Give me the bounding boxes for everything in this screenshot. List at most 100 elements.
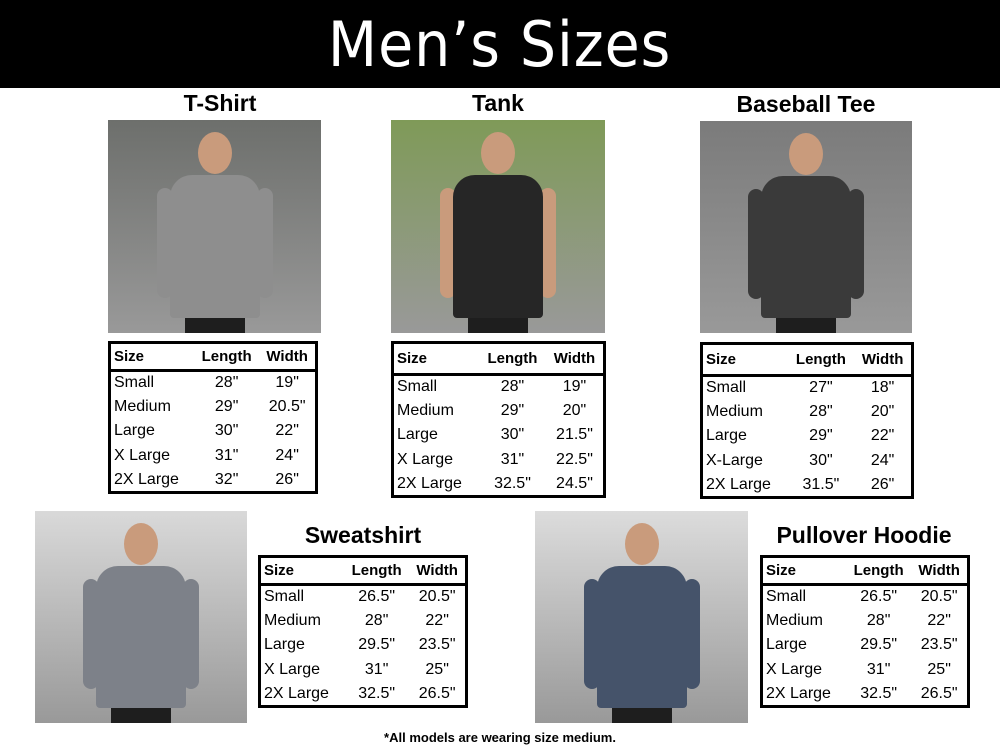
column-header: Size — [701, 343, 788, 377]
pullover-hoodie-model-photo — [535, 511, 748, 723]
table-row: 2X Large 32.5" 26.5" — [762, 682, 969, 707]
pullover-hoodie-title: Pullover Hoodie — [776, 522, 952, 548]
t-shirt-title: T-Shirt — [183, 90, 257, 116]
table-row: X Large 31" 22.5" — [393, 448, 605, 473]
table-cell: Medium — [114, 397, 171, 415]
table-cell: Large — [706, 427, 747, 445]
table-cell: Medium — [264, 611, 321, 629]
table-cell: 24" — [870, 451, 895, 469]
table-cell: 20.5" — [418, 588, 456, 605]
table-cell: 21.5" — [556, 426, 593, 444]
table-row: X Large 31" 25" — [762, 658, 969, 683]
table-row: Small 26.5" 20.5" — [762, 584, 969, 609]
table-cell: 31.5" — [802, 475, 840, 493]
table-row: Large 30" 21.5" — [393, 423, 605, 448]
table-cell: 32" — [214, 470, 239, 488]
column-header: Length — [787, 343, 855, 377]
t-shirt-model-photo — [108, 120, 321, 333]
table-cell: 32.5" — [494, 474, 531, 492]
table-cell: 2X Large — [397, 474, 462, 492]
table-cell: 28" — [500, 378, 525, 395]
page-title: Men’s Sizes — [328, 7, 672, 81]
sweatshirt-size-table: Size Length Width Small 26.5" 20.5" Medium 28" 2… — [258, 555, 468, 708]
table-cell: 19" — [275, 374, 299, 391]
table-row: Medium 28" 22" — [762, 609, 969, 634]
table-cell: 26.5" — [920, 684, 958, 702]
table-row: Medium 29" 20" — [393, 399, 605, 424]
table-cell: 18" — [870, 379, 895, 396]
column-header: Size — [109, 342, 194, 372]
table-row: Small 28" 19" — [110, 370, 317, 395]
footnote: *All models are wearing size medium. — [384, 730, 616, 745]
table-cell: Small — [766, 588, 807, 605]
column-header: Size — [392, 342, 480, 376]
table-cell: 26" — [870, 475, 895, 493]
table-cell: 32.5" — [860, 684, 898, 702]
table-cell: 20" — [562, 401, 587, 419]
table-cell: 29.5" — [860, 636, 898, 654]
table-cell: 22" — [870, 427, 895, 445]
table-cell: 27" — [809, 379, 833, 396]
table-cell: 29" — [809, 427, 833, 445]
table-row: 2X Large 32" 26" — [110, 468, 317, 493]
table-cell: Small — [706, 379, 747, 396]
table-header-row: Size Length Width — [109, 342, 317, 372]
sweatshirt-model-photo — [35, 511, 247, 723]
table-cell: X Large — [264, 660, 321, 678]
column-header: Width — [854, 343, 913, 377]
table-header-row: Size Length Width — [392, 342, 605, 376]
pullover-hoodie-size-table: Size Length Width Small 26.5" 20.5" Medium 28" 2… — [760, 555, 970, 708]
table-cell: 30" — [214, 422, 239, 440]
table-cell: Small — [264, 588, 305, 605]
table-cell: 26" — [275, 470, 299, 488]
table-cell: 31" — [364, 660, 389, 678]
table-cell: 24" — [275, 446, 299, 464]
table-cell: X Large — [766, 660, 823, 678]
table-cell: 26.5" — [418, 684, 456, 702]
table-cell: 31" — [500, 450, 525, 468]
table-row: X Large 31" 25" — [260, 658, 467, 683]
table-header-row: Size Length Width — [761, 556, 969, 586]
table-cell: 28" — [364, 611, 389, 629]
column-header: Length — [193, 342, 260, 372]
table-cell: Large — [397, 426, 438, 444]
table-row: Large 29.5" 23.5" — [260, 633, 467, 658]
table-cell: 22" — [927, 611, 951, 629]
table-cell: 20.5" — [268, 397, 306, 415]
table-cell: 2X Large — [766, 684, 831, 702]
column-header: Size — [761, 556, 846, 586]
table-cell: 31" — [866, 660, 891, 678]
table-row: Medium 29" 20.5" — [110, 395, 317, 420]
table-cell: 25" — [425, 660, 449, 678]
table-cell: 28" — [809, 402, 833, 420]
table-cell: 29" — [214, 397, 239, 415]
table-cell: 32.5" — [358, 684, 396, 702]
tank-model-photo — [391, 120, 605, 333]
table-cell: Medium — [766, 611, 823, 629]
table-cell: 22" — [275, 422, 299, 440]
column-header: Length — [479, 342, 546, 376]
table-row: Large 30" 22" — [110, 419, 317, 444]
table-cell: 30" — [809, 451, 833, 469]
baseball-tee-title: Baseball Tee — [736, 91, 876, 117]
column-header: Size — [259, 556, 344, 586]
table-cell: Large — [114, 422, 155, 440]
table-cell: 29.5" — [358, 636, 396, 654]
table-cell: 31" — [214, 446, 239, 464]
column-header: Width — [409, 556, 467, 586]
table-cell: Medium — [706, 402, 763, 420]
table-cell: 25" — [927, 660, 951, 678]
table-cell: 22.5" — [556, 450, 593, 468]
column-header: Length — [343, 556, 410, 586]
table-header-row: Size Length Width — [259, 556, 467, 586]
baseball-tee-size-table: Size Length Width Small 27" 18" Medium 28" 20" La… — [700, 342, 914, 499]
table-cell: 28" — [214, 374, 239, 391]
table-row: Small 28" 19" — [393, 374, 605, 399]
table-cell: 23.5" — [920, 636, 958, 654]
table-cell: Small — [397, 378, 438, 395]
table-cell: 19" — [562, 378, 587, 395]
table-row: 2X Large 32.5" 26.5" — [260, 682, 467, 707]
table-cell: 2X Large — [114, 470, 179, 488]
table-cell: X Large — [397, 450, 454, 468]
column-header: Width — [259, 342, 317, 372]
